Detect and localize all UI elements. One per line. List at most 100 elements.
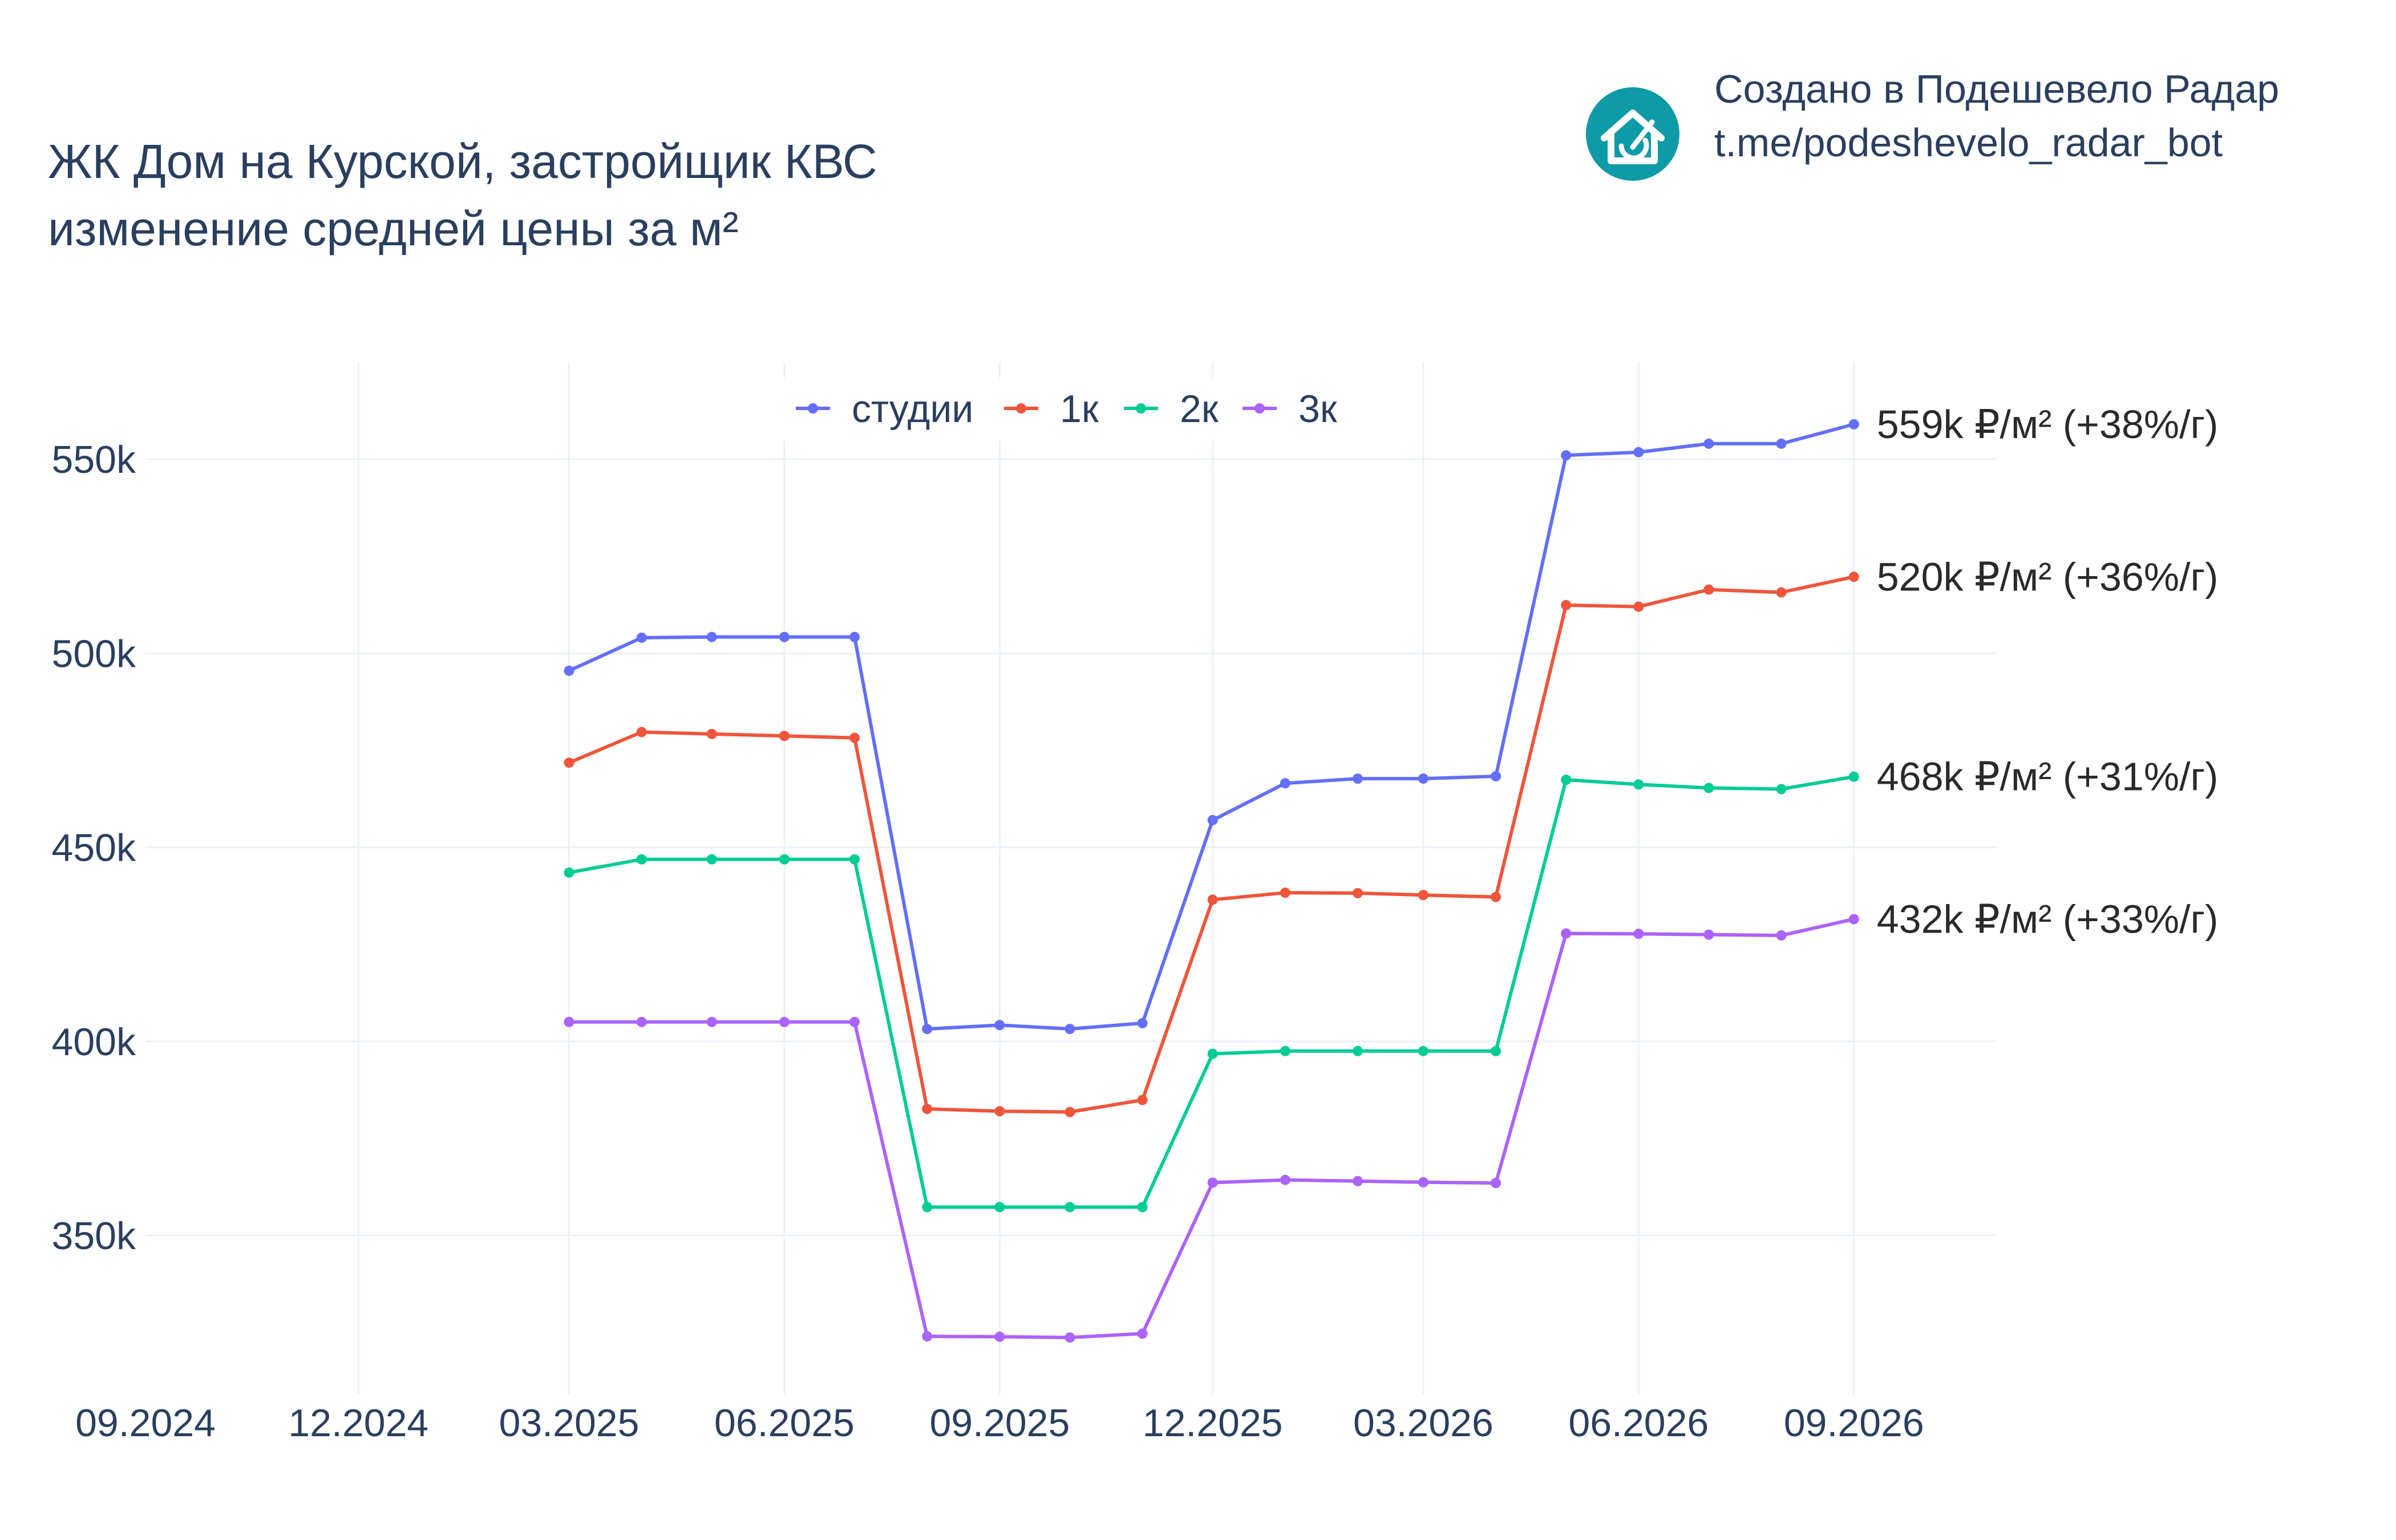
data-point[interactable] [564,757,574,768]
series-студии [564,419,1859,1035]
series-1к [564,572,1859,1117]
legend-item[interactable]: 2к [1124,387,1219,431]
data-point[interactable] [706,854,717,865]
series-line [568,422,1855,1031]
data-point[interactable] [1065,1202,1075,1213]
data-point[interactable] [1353,1045,1363,1056]
data-point[interactable] [1703,783,1714,793]
data-point[interactable] [1207,1177,1218,1188]
data-point[interactable] [706,1016,717,1027]
data-point[interactable] [1418,1177,1428,1188]
data-point[interactable] [1065,1107,1075,1117]
data-point[interactable] [1491,1045,1501,1056]
data-point[interactable] [1207,894,1218,905]
data-point[interactable] [1633,601,1644,612]
data-point[interactable] [1703,584,1714,595]
data-point[interactable] [1776,784,1787,795]
data-point[interactable] [1065,1332,1075,1343]
data-point[interactable] [564,867,574,878]
data-point[interactable] [1776,930,1787,941]
series-line [568,775,1855,1209]
x-tick-label: 06.2025 [714,1401,855,1445]
data-point[interactable] [1561,775,1572,785]
data-point[interactable] [779,854,790,865]
data-point[interactable] [994,1331,1005,1342]
data-point[interactable] [1137,1328,1148,1339]
chart-title-line-2: изменение средней цены за м² [48,202,739,256]
branding-name: Создано в Подешевело Радар [1714,67,2279,111]
data-point[interactable] [636,633,647,643]
data-point[interactable] [849,1016,860,1027]
x-tick-label: 03.2025 [499,1401,640,1445]
chart-title: ЖК Дом на Курской, застройщик КВС измене… [48,135,877,256]
data-point[interactable] [1848,914,1859,925]
data-point[interactable] [849,631,860,642]
data-point[interactable] [636,1016,647,1027]
data-point[interactable] [1207,1048,1218,1059]
data-point[interactable] [1776,587,1787,598]
data-point[interactable] [1848,771,1859,782]
data-point[interactable] [1633,447,1644,457]
data-point[interactable] [1207,814,1218,825]
data-point[interactable] [1848,419,1859,429]
data-point[interactable] [706,728,717,739]
data-point[interactable] [636,727,647,737]
branding-link[interactable]: t.me/podeshevelo_radar_bot [1714,120,2223,165]
data-point[interactable] [779,631,790,642]
legend-item[interactable]: 1к [1004,387,1099,431]
data-point[interactable] [849,732,860,743]
data-point[interactable] [1491,891,1501,902]
data-point[interactable] [1703,929,1714,940]
data-point[interactable] [1776,438,1787,449]
data-point[interactable] [779,731,790,741]
data-point[interactable] [922,1024,933,1035]
data-point[interactable] [1491,1178,1501,1189]
legend-item[interactable]: студии [796,387,973,431]
data-point[interactable] [1137,1018,1148,1028]
data-point[interactable] [994,1106,1005,1117]
data-point[interactable] [1137,1202,1148,1213]
data-point[interactable] [1418,890,1428,901]
legend-marker [1016,403,1026,414]
data-point[interactable] [1633,929,1644,939]
legend-marker [1254,403,1265,414]
data-point[interactable] [1065,1024,1075,1035]
data-point[interactable] [1280,778,1290,789]
legend-item[interactable]: 3к [1242,387,1338,431]
data-point[interactable] [1561,599,1572,610]
data-point[interactable] [1848,572,1859,582]
data-point[interactable] [1418,773,1428,784]
data-point[interactable] [1561,450,1572,461]
data-point[interactable] [1703,438,1714,449]
y-tick-label: 450k [52,826,136,870]
legend[interactable]: студии 1к 2к 3к [782,378,1352,440]
data-point[interactable] [1353,1176,1363,1186]
end-labels: 559k ₽/м² (+38%/г) 520k ₽/м² (+36%/г) 468k… [1877,402,2219,942]
data-point[interactable] [849,854,860,865]
branding[interactable]: Создано в Подешевело Радар t.me/podeshev… [1586,67,2279,181]
data-point[interactable] [564,1016,574,1027]
data-point[interactable] [1491,771,1501,782]
data-point[interactable] [1280,1174,1290,1185]
series-3к [564,914,1859,1343]
data-point[interactable] [994,1020,1005,1031]
data-point[interactable] [1280,887,1290,898]
data-point[interactable] [1561,928,1572,939]
data-point[interactable] [1633,779,1644,790]
data-point[interactable] [922,1331,933,1342]
legend-label: 2к [1180,387,1219,431]
data-point[interactable] [636,854,647,865]
data-point[interactable] [922,1104,933,1115]
series-end-label: 559k ₽/м² (+38%/г) [1877,402,2219,447]
data-point[interactable] [1137,1095,1148,1105]
data-point[interactable] [1280,1045,1290,1056]
data-point[interactable] [1418,1045,1428,1056]
data-point[interactable] [922,1202,933,1213]
data-point[interactable] [779,1016,790,1027]
data-point[interactable] [994,1202,1005,1213]
x-tick-label: 09.2026 [1784,1401,1924,1445]
data-point[interactable] [564,665,574,676]
data-point[interactable] [1353,773,1363,784]
data-point[interactable] [1353,887,1363,898]
data-point[interactable] [706,631,717,642]
